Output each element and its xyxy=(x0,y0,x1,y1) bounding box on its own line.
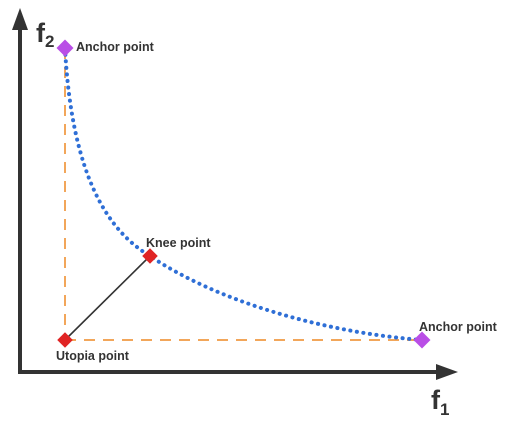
y-axis-label: f2 xyxy=(36,18,54,51)
anchor-point-right-marker xyxy=(413,331,431,349)
knee-point-label: Knee point xyxy=(146,236,211,250)
utopia-point-label: Utopia point xyxy=(56,349,130,363)
anchor-point-top-marker xyxy=(56,39,74,57)
anchor-point-right-label: Anchor point xyxy=(419,320,498,334)
y-axis-label-main: f xyxy=(36,18,46,48)
anchor-point-top-label: Anchor point xyxy=(76,40,155,54)
x-axis-label-main: f xyxy=(431,385,441,415)
utopia-knee-line xyxy=(64,255,151,341)
x-axis-label-subscript: 1 xyxy=(440,400,449,419)
x-axis-label: f1 xyxy=(431,385,449,419)
x-axis-arrowhead xyxy=(436,364,458,380)
y-axis-arrowhead xyxy=(12,8,28,30)
knee-point-marker xyxy=(142,248,158,264)
y-axis-label-subscript: 2 xyxy=(45,32,54,51)
pareto-front-curve xyxy=(63,46,424,342)
